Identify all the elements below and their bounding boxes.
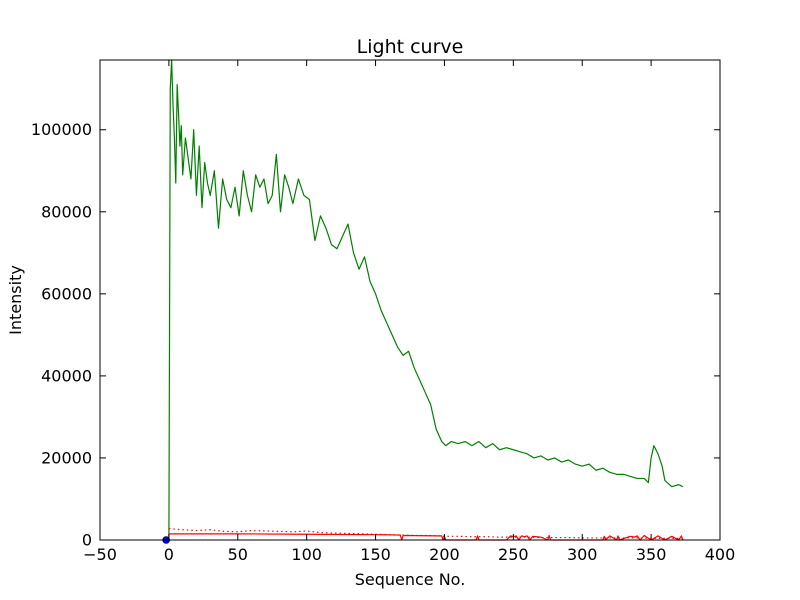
x-tick-label: 0 <box>164 545 174 564</box>
tick-layer: −50 0 50 100 150 200 250 300 350 4000200004000060… <box>31 60 735 564</box>
x-axis-title: Sequence No. <box>355 570 466 589</box>
x-tick-label: 100 <box>291 545 322 564</box>
y-tick-label: 20000 <box>41 448 92 467</box>
y-tick-label: 100000 <box>31 120 92 139</box>
series-0-line <box>168 59 684 541</box>
x-tick-label: −50 <box>83 545 117 564</box>
y-tick-label: 60000 <box>41 284 92 303</box>
x-tick-label: 50 <box>228 545 248 564</box>
y-axis-title: Intensity <box>6 265 25 335</box>
y-tick-label: 40000 <box>41 366 92 385</box>
y-tick-label: 80000 <box>41 202 92 221</box>
x-tick-label: 350 <box>636 545 667 564</box>
y-tick-label: 0 <box>82 531 92 550</box>
x-tick-label: 400 <box>705 545 736 564</box>
x-tick-label: 300 <box>567 545 598 564</box>
chart-title: Light curve <box>357 36 464 58</box>
x-tick-label: 250 <box>498 545 529 564</box>
x-tick-label: 200 <box>429 545 460 564</box>
x-tick-label: 150 <box>360 545 391 564</box>
plot-area-frame <box>99 59 721 541</box>
